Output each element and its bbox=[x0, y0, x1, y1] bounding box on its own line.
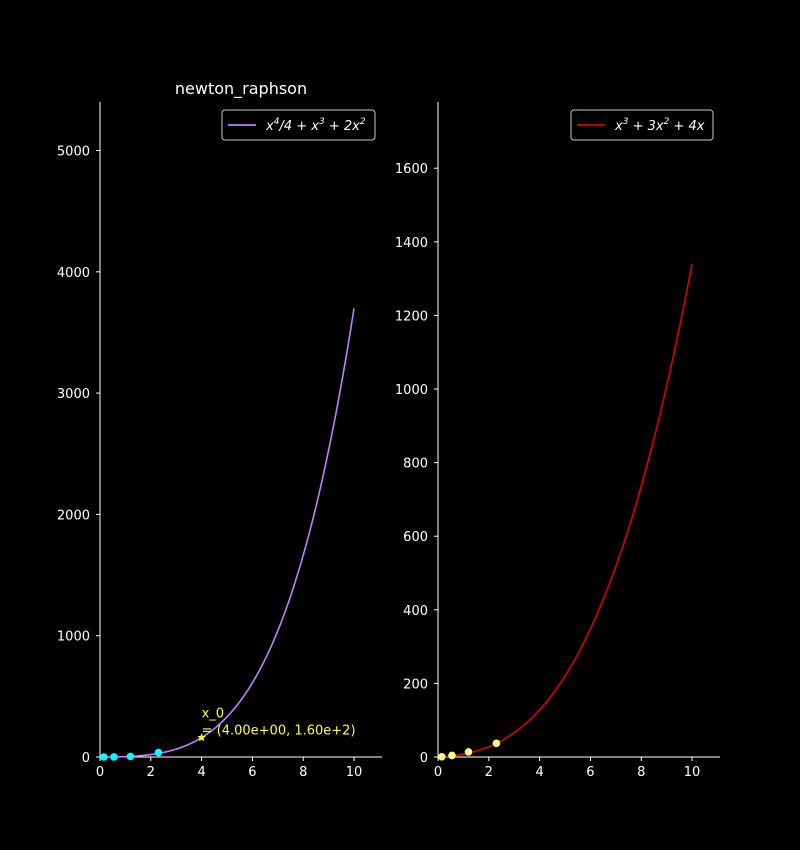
y-tick-label: 4000 bbox=[57, 266, 90, 281]
y-tick-label: 600 bbox=[403, 530, 428, 545]
y-tick-label: 1400 bbox=[395, 236, 428, 251]
y-tick-label: 400 bbox=[403, 604, 428, 619]
iterate-point bbox=[448, 751, 456, 760]
iterate-point bbox=[126, 752, 135, 761]
x-tick-label: 8 bbox=[299, 765, 307, 780]
y-tick-label: 1200 bbox=[395, 309, 428, 324]
x-tick-label: 6 bbox=[586, 765, 594, 780]
iterate-point bbox=[100, 753, 108, 761]
x-tick-label: 0 bbox=[434, 765, 442, 780]
chart-right: 0 2 4 6 8 10 0 200 400 600 800 1000 1200 1400 1600 x3 +… bbox=[395, 102, 720, 780]
x-tick-label: 10 bbox=[684, 765, 701, 780]
y-tick-label: 5000 bbox=[57, 145, 90, 160]
x-tick-label: 6 bbox=[248, 765, 256, 780]
y-tick-label: 1000 bbox=[395, 383, 428, 398]
chart-title: newton_raphson bbox=[175, 79, 307, 99]
iterate-point bbox=[492, 739, 501, 748]
y-tick-label: 0 bbox=[82, 751, 90, 766]
start-point-marker bbox=[197, 733, 206, 742]
start-point-coords: = (4.00e+00, 1.60e+2) bbox=[202, 724, 356, 739]
y-tick-label: 200 bbox=[403, 677, 428, 692]
y-tick-label: 2000 bbox=[57, 508, 90, 523]
iterate-point bbox=[154, 748, 163, 757]
x-tick-label: 8 bbox=[637, 765, 645, 780]
series-line bbox=[437, 263, 693, 758]
iterate-point bbox=[438, 752, 446, 761]
y-tick-label: 3000 bbox=[57, 387, 90, 402]
start-point-label: x_0 bbox=[202, 707, 224, 722]
y-tick-label: 1000 bbox=[57, 630, 90, 645]
y-tick-label: 1600 bbox=[395, 162, 428, 177]
x-tick-label: 2 bbox=[147, 765, 155, 780]
x-tick-label: 10 bbox=[346, 765, 363, 780]
x-tick-label: 0 bbox=[96, 765, 104, 780]
legend bbox=[221, 109, 376, 141]
x-tick-label: 2 bbox=[485, 765, 493, 780]
y-tick-label: 0 bbox=[420, 751, 428, 766]
chart-left: 0 2 4 6 8 10 0 1000 2000 3000 4000 5000 newton_raphs… bbox=[57, 79, 382, 780]
y-tick-label: 800 bbox=[403, 457, 428, 472]
x-tick-label: 4 bbox=[535, 765, 543, 780]
legend-entry: x3 + 3x2 + 4x bbox=[614, 117, 705, 134]
legend-entry: x4/4 + x3 + 2x2 bbox=[265, 117, 366, 134]
iterate-point bbox=[110, 753, 118, 761]
series-line bbox=[100, 308, 355, 758]
iterate-point bbox=[464, 748, 473, 756]
legend bbox=[570, 109, 714, 141]
x-tick-label: 4 bbox=[197, 765, 205, 780]
